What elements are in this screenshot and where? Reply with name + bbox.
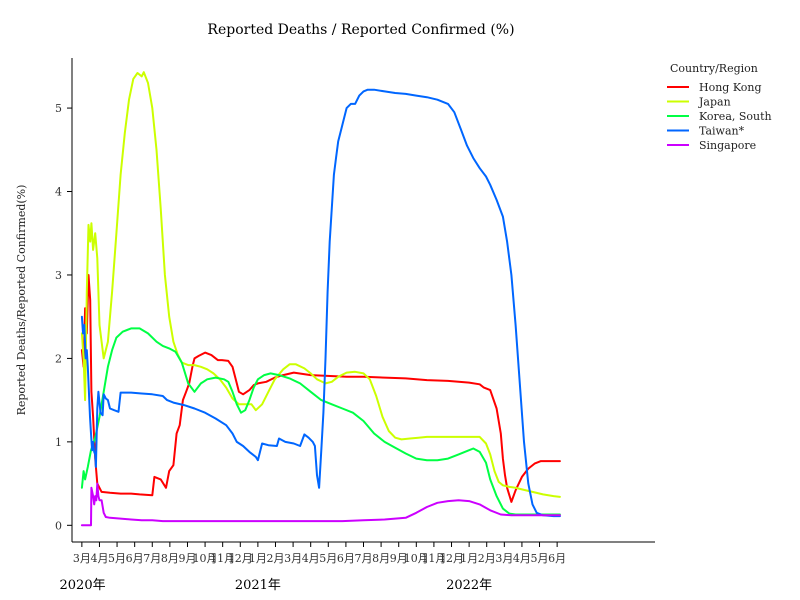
y-tick-label: 0: [55, 519, 62, 532]
x-tick-label: 6月: [126, 552, 144, 565]
series-line-singapore: [80, 482, 561, 527]
x-tick-label: 4月: [90, 552, 108, 565]
y-ticks: 0 1 2 3 4 5: [55, 102, 72, 532]
chart-title: Reported Deaths / Reported Confirmed (%): [207, 22, 514, 38]
year-label: 2020年: [60, 578, 106, 593]
x-tick-label: 12月: [439, 552, 464, 565]
x-tick-label: 5月: [108, 552, 126, 565]
x-tick-label: 12月: [228, 552, 253, 565]
series-line-korea-south: [80, 327, 561, 516]
series-lines: [80, 71, 561, 527]
x-tick-label: 1月: [249, 552, 267, 565]
x-tick-label: 2月: [266, 552, 284, 565]
x-tick-label: 8月: [372, 552, 390, 565]
year-labels: 2020年 2021年 2022年: [60, 578, 493, 593]
legend-label-singapore: Singapore: [699, 139, 756, 152]
series-line-taiwan: [80, 88, 561, 518]
x-tick-label: 9月: [178, 552, 196, 565]
x-tick-label: 8月: [161, 552, 179, 565]
y-tick-label: 5: [55, 102, 62, 115]
x-tick-label: 9月: [390, 552, 408, 565]
series-line-japan: [80, 71, 561, 498]
x-tick-label: 1月: [460, 552, 478, 565]
x-tick-label: 11月: [421, 552, 446, 565]
legend-label-hong-kong: Hong Kong: [699, 81, 762, 94]
x-tick-label: 3月: [284, 552, 302, 565]
y-axis-label: Reported Deaths/Reported Confirmed(%): [15, 185, 28, 416]
year-label: 2022年: [446, 578, 492, 593]
x-tick-label: 7月: [143, 552, 161, 565]
x-tick-label: 6月: [337, 552, 355, 565]
x-tick-label: 6月: [548, 552, 566, 565]
legend-label-taiwan: Taiwan*: [699, 125, 745, 138]
x-tick-label: 7月: [355, 552, 373, 565]
x-tick-label: 11月: [210, 552, 235, 565]
x-tick-label: 3月: [495, 552, 513, 565]
legend-label-korea-south: Korea, South: [699, 110, 772, 123]
year-label: 2021年: [235, 578, 281, 593]
axes: [71, 58, 655, 543]
x-tick-label: 3月: [73, 552, 91, 565]
y-tick-label: 3: [55, 269, 62, 282]
x-tick-label: 10月: [404, 552, 429, 565]
x-tick-label: 2月: [478, 552, 496, 565]
x-tick-label: 4月: [513, 552, 531, 565]
series-line-hong-kong: [80, 274, 561, 503]
x-tick-label: 4月: [302, 552, 320, 565]
x-tick-label: 5月: [531, 552, 549, 565]
legend-label-japan: Japan: [698, 96, 731, 109]
x-tick-label: 10月: [193, 552, 218, 565]
y-tick-label: 4: [55, 186, 62, 199]
y-tick-label: 1: [55, 436, 62, 449]
y-tick-label: 2: [55, 352, 62, 365]
legend-title: Country/Region: [670, 62, 758, 75]
x-tick-label: 5月: [319, 552, 337, 565]
